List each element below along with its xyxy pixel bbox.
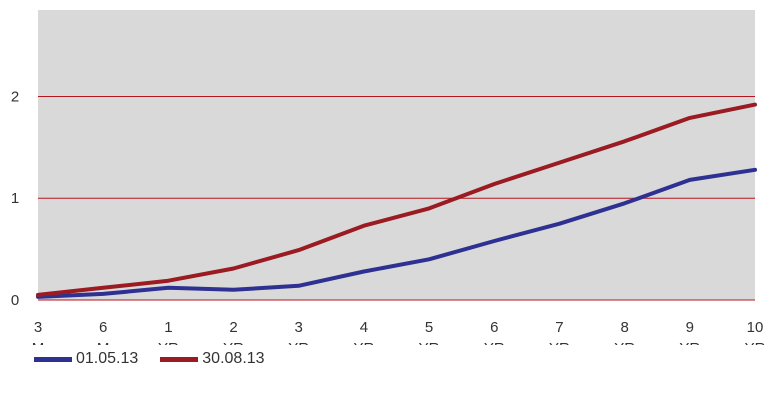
legend-label-series-1: 01.05.13	[76, 350, 139, 367]
x-tick-label-7: 6YR	[484, 319, 505, 345]
legend-item-series-1: 01.05.13	[34, 350, 138, 368]
x-tick-label-3: 2YR	[223, 319, 244, 345]
series-lines	[36, 102, 757, 299]
x-tick-label-0: 3M	[32, 319, 45, 345]
y-tick-label-1: 1	[11, 190, 19, 207]
series-line-2	[36, 102, 757, 297]
x-tick-label-4: 3YR	[288, 319, 309, 345]
x-axis-ticks: 3M 6M 1YR 2YR 3YR 4YR 5YR 6YR 7YR 8YR 9YR 10YR	[32, 319, 766, 345]
x-tick-label-9: 8YR	[614, 319, 635, 345]
x-tick-label-8: 7YR	[549, 319, 570, 345]
line-chart: 0 1 2 3M 6M 1YR 2YR 3YR 4YR 5YR 6YR 7YR 8YR 9YR 10YR	[11, 10, 766, 345]
x-tick-label-11: 10YR	[745, 319, 766, 345]
legend-label-series-2: 30.08.13	[202, 350, 265, 367]
plot-background	[38, 10, 755, 300]
legend-swatch-series-1	[34, 356, 72, 362]
legend-swatch-series-2	[160, 356, 199, 362]
x-tick-label-6: 5YR	[419, 319, 440, 345]
y-tick-label-2: 2	[11, 88, 19, 105]
y-tick-label-0: 0	[11, 292, 19, 309]
y-axis-ticks: 0 1 2	[11, 88, 19, 309]
x-tick-label-2: 1YR	[158, 319, 179, 345]
x-tick-label-10: 9YR	[679, 319, 700, 345]
series-line-1	[36, 167, 757, 299]
legend: 01.05.13 30.08.13	[34, 350, 265, 368]
x-tick-label-5: 4YR	[353, 319, 374, 345]
x-tick-label-1: 6M	[97, 319, 110, 345]
legend-item-series-2: 30.08.13	[160, 350, 265, 368]
